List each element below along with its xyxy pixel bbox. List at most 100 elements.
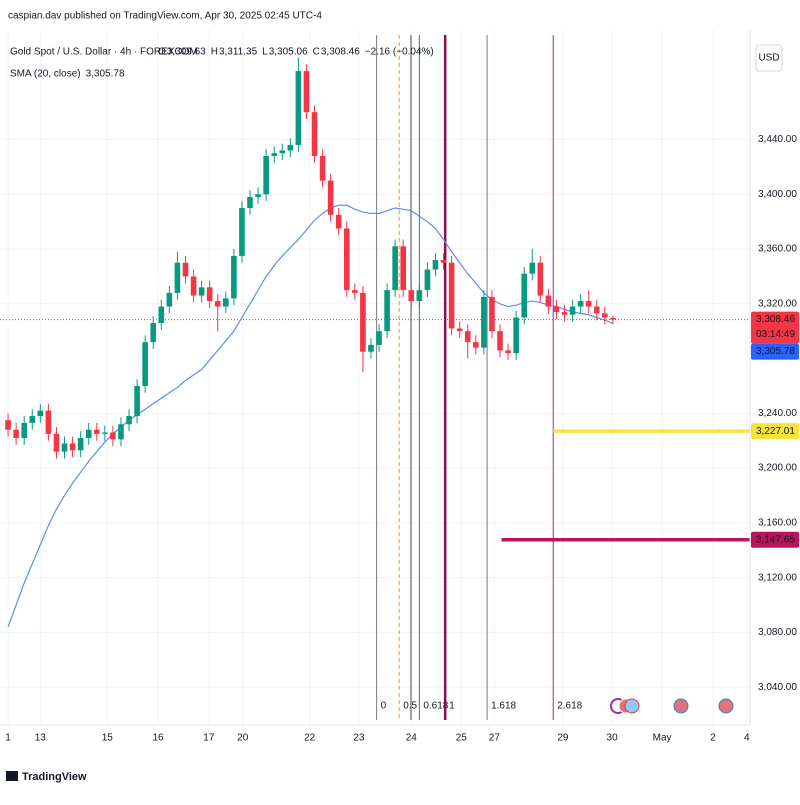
event-icons — [610, 698, 734, 714]
y-tick-label: 3,080.00 — [758, 627, 797, 638]
candle-body — [102, 432, 108, 434]
footer-logo: TradingView — [6, 771, 87, 783]
currency-box[interactable] — [755, 44, 783, 72]
publisher: caspian.dav published on TradingView.com… — [8, 11, 322, 22]
candle-body — [335, 214, 342, 229]
candle-body — [440, 260, 447, 263]
candle-body — [545, 295, 552, 307]
event-icon[interactable] — [718, 698, 734, 714]
ohlc-key: H — [211, 47, 218, 58]
candle-body — [360, 292, 366, 352]
candle-body — [53, 433, 60, 452]
candle-body — [182, 262, 189, 277]
y-tick-label: 3,040.00 — [758, 682, 797, 693]
x-tick-label: 20 — [237, 733, 249, 744]
candle-body — [416, 290, 423, 302]
last-price-box — [751, 311, 799, 344]
candle-body — [295, 71, 302, 145]
last-price-label: 3,308.46 — [756, 314, 795, 325]
candle-body — [456, 328, 463, 332]
fib-time-label: 0.5 — [403, 701, 417, 712]
ohlc-value: 3,305.06 — [269, 47, 308, 58]
change: −2.16 (−0.04%) — [365, 47, 434, 58]
candle-body — [303, 71, 310, 113]
candle-body — [376, 331, 382, 345]
candle-body — [110, 432, 116, 440]
x-tick-label: 30 — [607, 733, 619, 744]
candle-body — [593, 306, 600, 314]
candle-body — [529, 262, 536, 274]
fib-time-label: 2.618 — [557, 701, 582, 712]
candle-body — [29, 416, 36, 423]
candle-body — [37, 410, 44, 417]
x-tick-label: 16 — [153, 733, 165, 744]
candle-body — [287, 145, 294, 151]
y-tick-label: 3,160.00 — [758, 517, 797, 528]
candle-body — [602, 313, 608, 318]
price-level-label: 3,227.01 — [756, 426, 795, 437]
candle-body — [61, 443, 68, 452]
x-tick-label: 4 — [744, 733, 750, 744]
candle-body — [21, 422, 27, 438]
candle-body — [610, 318, 616, 320]
price-level-label: 3,147.65 — [756, 534, 795, 545]
candle-body — [561, 312, 568, 315]
candle-body — [319, 155, 326, 181]
candle-body — [473, 342, 479, 348]
candle-body — [432, 260, 439, 270]
y-tick-label: 3,360.00 — [758, 244, 797, 255]
sma-name: SMA (20, close) — [10, 69, 81, 80]
x-tick-label: 25 — [456, 733, 468, 744]
candle-body — [497, 331, 503, 351]
candle-body — [206, 287, 213, 302]
ohlc-key: O — [158, 47, 166, 58]
y-tick-label: 3,320.00 — [758, 298, 797, 309]
ohlc-key: C — [313, 47, 320, 58]
candle-body — [569, 306, 576, 315]
x-tick-label: 2 — [710, 733, 716, 744]
candle-body — [448, 262, 455, 329]
candle-body — [464, 331, 471, 343]
x-tick-label: 24 — [406, 733, 418, 744]
x-tick-label: 1 — [5, 733, 11, 744]
event-icon[interactable] — [624, 698, 640, 714]
candle-body — [85, 429, 92, 438]
price-level-box — [751, 423, 799, 440]
candle-body — [142, 342, 148, 386]
grid — [0, 30, 750, 725]
candle-body — [118, 424, 124, 440]
sma-price-box — [751, 343, 799, 360]
candle-body — [311, 112, 318, 156]
y-tick-label: 3,400.00 — [758, 189, 797, 200]
x-tick-label: 15 — [102, 733, 114, 744]
candle-body — [166, 292, 173, 307]
fib-time-label: 1.618 — [491, 701, 516, 712]
y-tick-label: 3,200.00 — [758, 463, 797, 474]
x-tick-label: 23 — [353, 733, 365, 744]
x-tick-label: 13 — [35, 733, 47, 744]
ohlc-value: 3,309.63 — [167, 47, 206, 58]
fib-time-label: 1 — [449, 701, 455, 712]
x-tick-label: 27 — [489, 733, 501, 744]
price-level-box — [751, 531, 799, 548]
candle-body — [239, 207, 245, 256]
candle-body — [384, 290, 390, 332]
x-tick-label: May — [653, 733, 672, 744]
candle-body — [343, 228, 350, 291]
candle-body — [327, 180, 334, 215]
candle-body — [45, 410, 52, 434]
candle-body — [513, 317, 519, 354]
ohlc-value: 3,308.46 — [321, 47, 360, 58]
candle-body — [158, 306, 165, 323]
candle-body — [150, 322, 157, 343]
event-icon[interactable] — [673, 698, 689, 714]
fib-time-label: 0.618 — [423, 701, 448, 712]
candle-body — [77, 437, 84, 451]
candle-body — [69, 443, 76, 451]
candle-body — [134, 385, 140, 417]
chart-title: Gold Spot / U.S. Dollar · 4h · FOREXCOM — [10, 47, 198, 58]
candle-body — [198, 287, 205, 296]
logo-mark — [6, 771, 18, 781]
